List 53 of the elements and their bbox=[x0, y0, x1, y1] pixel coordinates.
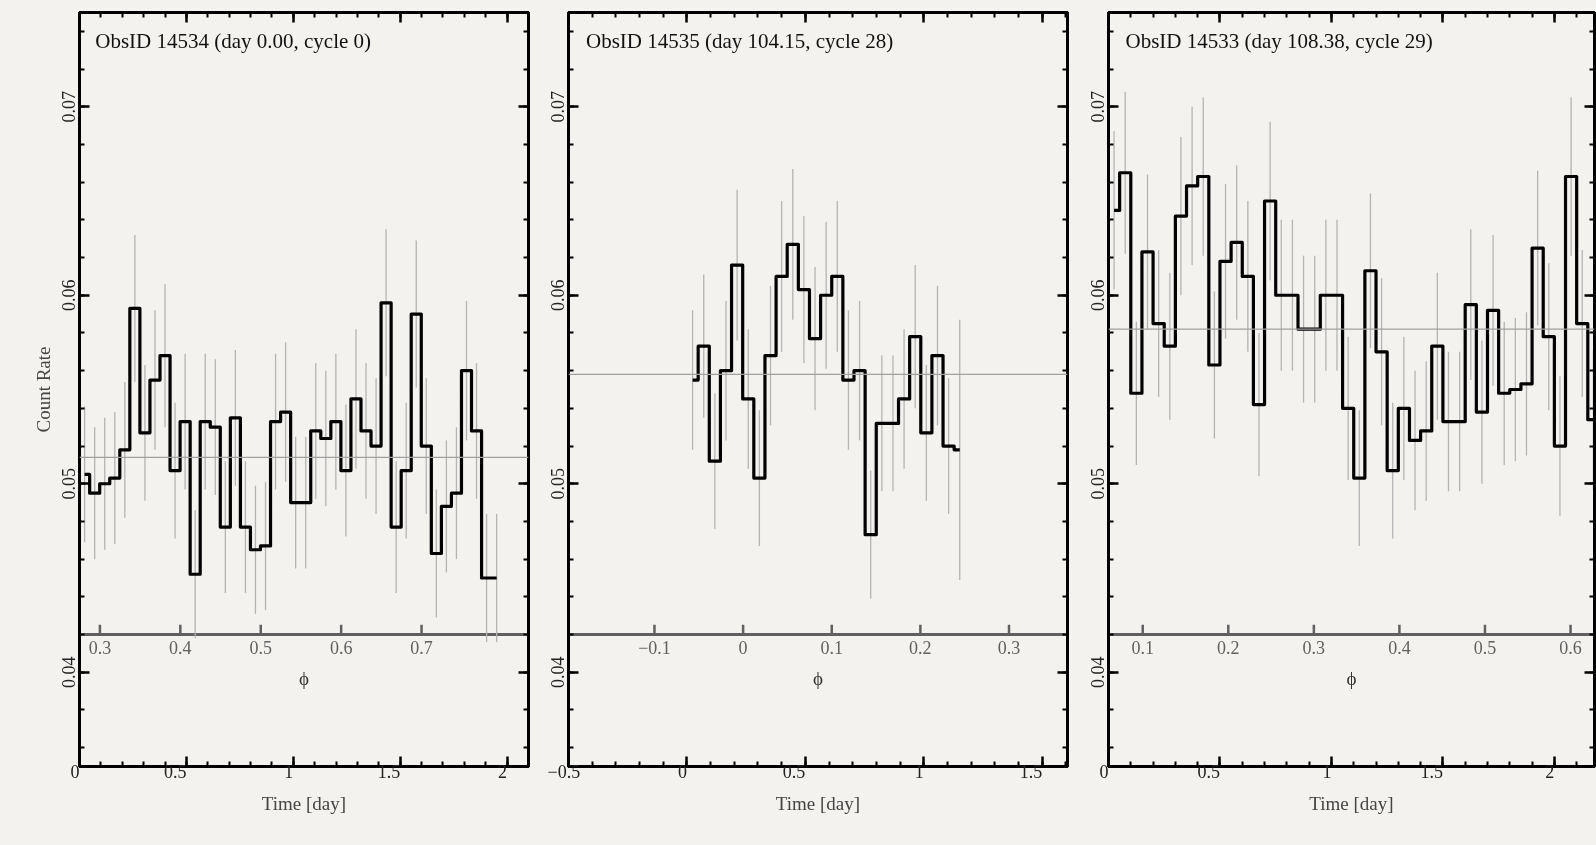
y-tick-label: 0.04 bbox=[547, 656, 568, 688]
y-tick-label: 0.06 bbox=[1087, 279, 1108, 311]
x-tick-label: 2 bbox=[498, 762, 508, 782]
x2-tick-label: 0 bbox=[738, 637, 748, 658]
y-tick-label: 0.06 bbox=[58, 279, 79, 311]
x-tick-label: 0.5 bbox=[163, 762, 187, 782]
x2-tick-label: 0.3 bbox=[88, 637, 112, 658]
x-axis-title: Time [day] bbox=[775, 792, 861, 814]
y-tick-label: 0.04 bbox=[1087, 656, 1108, 688]
x-tick-label: 1 bbox=[284, 762, 294, 782]
y-tick-label: 0.07 bbox=[58, 91, 79, 123]
x2-tick-label: 0.1 bbox=[820, 637, 843, 658]
x-tick-label: 1.5 bbox=[377, 762, 401, 782]
y-tick-label: 0.05 bbox=[58, 468, 79, 500]
text: ObsID 14535 (day 104.15, cycle 28) bbox=[585, 29, 894, 54]
y-axis-title: Count Rate bbox=[32, 346, 54, 433]
x2-tick-label: 0.4 bbox=[169, 637, 192, 658]
x2-tick-label: 0.1 bbox=[1131, 637, 1154, 658]
x-tick-label: 2 bbox=[1545, 762, 1555, 782]
x2-axis-title: ϕ bbox=[299, 667, 310, 689]
x2-tick-label: 0.2 bbox=[1217, 637, 1240, 658]
x2-tick-label: 0.6 bbox=[1559, 637, 1582, 658]
y-tick-label: 0.06 bbox=[547, 279, 568, 311]
x2-tick-label: 0.3 bbox=[997, 637, 1021, 658]
y-tick-label: 0.07 bbox=[547, 91, 568, 123]
x2-tick-label: 0.7 bbox=[410, 637, 433, 658]
x-tick-label: 0.5 bbox=[782, 762, 806, 782]
text: ObsID 14533 (day 108.38, cycle 29) bbox=[1125, 29, 1433, 54]
x-tick-label: −0.5 bbox=[547, 762, 581, 782]
text: ObsID 14534 (day 0.00, cycle 0) bbox=[95, 29, 372, 54]
x2-tick-label: −0.1 bbox=[638, 637, 671, 658]
x-tick-label: 0 bbox=[1099, 762, 1109, 782]
y-tick-label: 0.07 bbox=[1087, 91, 1108, 123]
x-tick-label: 0 bbox=[70, 762, 80, 782]
x-tick-label: 0.5 bbox=[1197, 762, 1220, 782]
x-tick-label: 1 bbox=[914, 762, 924, 782]
x2-axis-title: ϕ bbox=[1346, 667, 1357, 689]
x2-tick-label: 0.2 bbox=[909, 637, 932, 658]
x-tick-label: 1.5 bbox=[1420, 762, 1443, 782]
x-axis-title: Time [day] bbox=[1309, 792, 1394, 814]
y-tick-label: 0.05 bbox=[547, 468, 568, 500]
x2-tick-label: 0.4 bbox=[1388, 637, 1411, 658]
x2-tick-label: 0.5 bbox=[1473, 637, 1497, 658]
x-tick-label: 1 bbox=[1322, 762, 1332, 782]
x-axis-title: Time [day] bbox=[261, 792, 347, 814]
y-tick-label: 0.04 bbox=[58, 656, 79, 688]
x2-axis-title: ϕ bbox=[813, 667, 824, 689]
x-tick-label: 0 bbox=[677, 762, 687, 782]
x-tick-label: 1.5 bbox=[1019, 762, 1043, 782]
x2-tick-label: 0.6 bbox=[329, 637, 353, 658]
x2-tick-label: 0.3 bbox=[1302, 637, 1326, 658]
x2-tick-label: 0.5 bbox=[249, 637, 272, 658]
y-tick-label: 0.05 bbox=[1087, 468, 1108, 500]
